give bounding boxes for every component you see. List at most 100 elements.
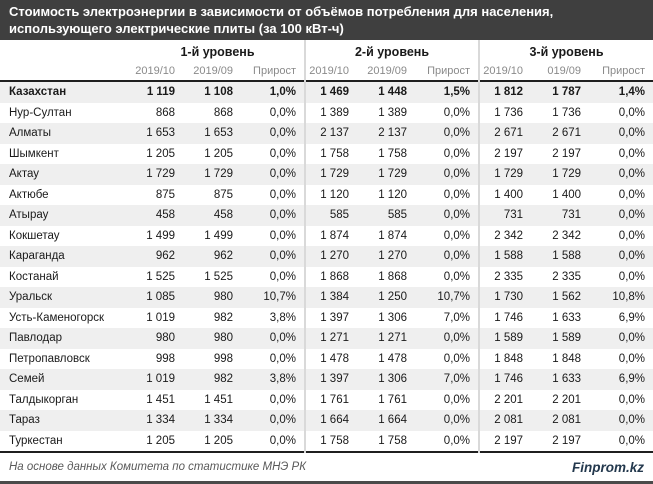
region-name: Нур-Султан [9,106,72,119]
sub-column-header: Прирост [427,64,471,77]
value-cell: 2 197 [552,434,582,447]
value-cell: 2 342 [478,225,538,246]
table-row: Караганда 962 962 0,0% 1 270 1 270 0,0% 1 588 1 … [0,246,653,267]
value-cell: 2 081 [552,414,582,426]
growth-cell: 0,0% [618,106,646,119]
growth-cell: 0,0% [443,332,471,344]
value-cell: 1 019 [146,373,175,385]
growth-cell: 3,8% [269,373,296,385]
value-cell: 1 306 [378,311,407,324]
sub-column-header: 2019/09 [367,64,407,77]
value-cell: 1 205 [146,434,175,447]
region-name: Костанай [9,270,59,283]
growth-cell: 0,0% [618,168,646,180]
growth-cell: 0,0% [443,393,471,406]
value-cell: 1 588 [478,246,538,267]
table-row: Семей 1 019 982 3,8% 1 397 1 306 7,0% 1 746 1 63… [0,369,653,390]
growth-cell: 0,0% [443,414,471,426]
growth-cell: 6,9% [618,373,646,385]
growth-cell: 0,0% [443,168,471,180]
region-name: Павлодар [9,332,62,344]
value-cell: 1 306 [378,373,407,385]
region-name: Шымкент [9,147,59,160]
title-bar: Стоимость электроэнергии в зависимости о… [0,0,653,40]
value-cell: 1 389 [304,102,363,123]
value-cell: 2 671 [478,123,538,144]
region-name: Кокшетау [9,229,60,242]
value-cell: 731 [478,205,538,226]
region-name: Петропавловск [9,352,90,365]
table-body: Казахстан 1 119 1 108 1,0% 1 469 1 448 1,5% 1 8… [0,81,653,452]
value-cell: 2 342 [552,229,582,242]
value-cell: 962 [213,250,233,262]
region-name: Актау [9,168,39,180]
table-row: Кокшетау 1 499 1 499 0,0% 1 874 1 874 0,0% 2 34… [0,225,653,246]
value-cell: 980 [213,291,233,303]
value-cell: 875 [155,188,175,201]
table-row: Атырау 458 458 0,0% 585 585 0,0% 731 731 0,0% [0,205,653,226]
value-cell: 1 499 [204,229,233,242]
value-cell: 2 335 [478,266,538,287]
value-cell: 1 787 [552,86,582,98]
value-cell: 1 108 [204,86,233,98]
region-name: Атырау [9,209,49,221]
value-cell: 962 [155,250,175,262]
value-cell: 1 729 [304,164,363,185]
growth-cell: 0,0% [443,106,471,119]
value-cell: 1 562 [552,291,582,303]
growth-cell: 0,0% [618,352,646,365]
value-cell: 1 205 [204,147,233,160]
growth-cell: 10,7% [263,291,296,303]
table-row: Усть-Каменогорск 1 019 982 3,8% 1 397 1 306 7,… [0,307,653,328]
value-cell: 1 633 [552,373,582,385]
value-cell: 1 761 [304,389,363,410]
table-row: Алматы 1 653 1 653 0,0% 2 137 2 137 0,0% 2 671 2… [0,123,653,144]
value-cell: 2 137 [304,123,363,144]
value-cell: 982 [213,373,233,385]
growth-cell: 0,0% [269,393,296,406]
value-cell: 585 [387,209,407,221]
region-name: Семей [9,373,45,385]
growth-cell: 0,0% [618,332,646,344]
growth-cell: 0,0% [269,229,296,242]
growth-cell: 0,0% [269,332,296,344]
growth-cell: 7,0% [443,373,471,385]
growth-cell: 0,0% [443,127,471,139]
value-cell: 458 [155,209,175,221]
sub-column-header: 2019/10 [478,61,538,81]
value-cell: 1 729 [378,168,407,180]
value-cell: 1 120 [304,184,363,205]
table-row: Актюбе 875 875 0,0% 1 120 1 120 0,0% 1 400 1 400… [0,184,653,205]
value-cell: 1 019 [146,311,175,324]
region-name: Уральск [9,291,53,303]
value-cell: 2 671 [552,127,582,139]
value-cell: 1 270 [304,246,363,267]
value-cell: 1 736 [478,102,538,123]
value-cell: 1 653 [204,127,233,139]
growth-cell: 6,9% [618,311,646,324]
value-cell: 1 397 [304,307,363,328]
value-cell: 1 499 [146,229,175,242]
region-name: Алматы [9,127,51,139]
sub-column-header: 2019/09 [193,64,233,77]
growth-cell: 0,0% [618,250,646,262]
value-cell: 1 729 [552,168,582,180]
table-row: Петропавловск 998 998 0,0% 1 478 1 478 0,0% 1 8… [0,348,653,369]
group-header: 1-й уровень [180,44,255,59]
table-row: Шымкент 1 205 1 205 0,0% 1 758 1 758 0,0% 2 197… [0,143,653,164]
growth-cell: 3,8% [269,311,296,324]
sub-column-header: 2019/10 [304,61,363,81]
table-row: Костанай 1 525 1 525 0,0% 1 868 1 868 0,0% 2 33… [0,266,653,287]
value-cell: 998 [213,352,233,365]
value-cell: 458 [213,209,233,221]
region-name: Караганда [9,250,65,262]
value-cell: 1 205 [146,147,175,160]
growth-cell: 1,5% [443,86,471,98]
brand-logo: Finprom.kz [571,459,644,475]
value-cell: 868 [213,106,233,119]
sub-column-header: 2019/10 [135,64,175,77]
sub-column-header: 019/09 [547,64,582,77]
value-cell: 1 589 [478,328,538,349]
value-cell: 1 525 [204,270,233,283]
value-cell: 998 [155,352,175,365]
